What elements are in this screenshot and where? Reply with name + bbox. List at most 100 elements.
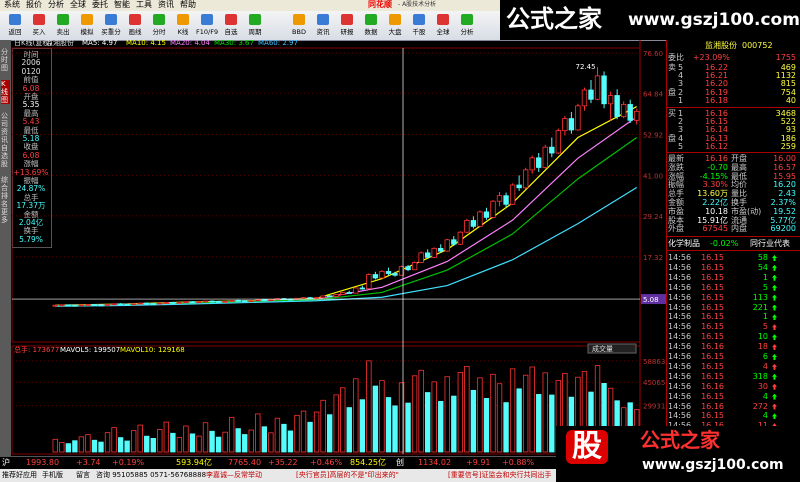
toolbar-button[interactable]: F10/F9 bbox=[196, 28, 219, 36]
toolbar-button[interactable]: 千股 bbox=[412, 28, 426, 36]
toolbar-button[interactable]: 买重分 bbox=[101, 28, 121, 36]
chart-area: 日K线(复权)监湘股份 MA5: 4.97 MA10: 4.15 MA20: 4.04… bbox=[11, 40, 666, 456]
menu-item[interactable]: 资讯 bbox=[158, 0, 174, 9]
toolbar-button[interactable]: 周期 bbox=[248, 28, 262, 36]
side-tab[interactable]: 分时图 bbox=[1, 48, 8, 72]
side-tab[interactable]: 公司资讯 bbox=[1, 112, 8, 144]
volume-bar bbox=[294, 414, 300, 453]
cursor-label: 5.08 bbox=[643, 296, 659, 304]
indicator: MA60: 2.97 bbox=[258, 40, 298, 47]
toolbar-button[interactable]: 全球 bbox=[436, 28, 450, 36]
info-item: 总手 bbox=[23, 192, 39, 202]
quote-price: 16.20 bbox=[705, 79, 728, 89]
tick-time: 14:56 bbox=[668, 253, 692, 262]
tick-volume: 272 bbox=[752, 401, 768, 411]
volume-bar bbox=[346, 407, 352, 453]
toolbar-button[interactable]: 模拟 bbox=[80, 28, 94, 36]
candle-body bbox=[451, 239, 457, 245]
volume-bar bbox=[235, 428, 241, 453]
news-item[interactable]: 咨询 95105885 0571-56768888 bbox=[96, 471, 207, 479]
info-item: 5.18 bbox=[22, 134, 40, 143]
news-item[interactable]: [重要信号]证监会和央行共同出手 bbox=[448, 471, 552, 479]
side-tab[interactable]: 自选股 bbox=[1, 144, 8, 168]
menu-item[interactable]: 工具 bbox=[136, 0, 152, 9]
news-item[interactable]: [央行官员]高层的不是"印出来的" bbox=[296, 471, 399, 479]
info-item: 5.79% bbox=[19, 234, 43, 244]
candle-body bbox=[144, 302, 150, 305]
quote-level: 5 bbox=[678, 141, 684, 151]
menu-item[interactable]: 全球 bbox=[70, 0, 86, 9]
side-tab[interactable]: 综合排名 bbox=[1, 176, 8, 208]
candle-body bbox=[588, 89, 594, 100]
volume-bar bbox=[222, 431, 228, 453]
quote-level: 2 bbox=[678, 117, 684, 127]
news-item[interactable]: 手机版 bbox=[42, 471, 63, 479]
toolbar-button[interactable]: 研报 bbox=[340, 28, 354, 36]
tick-time: 14:56 bbox=[668, 262, 692, 272]
stat-label: 量比 bbox=[731, 189, 747, 199]
news-item[interactable]: 李嘉诚—反常举动 bbox=[206, 471, 262, 479]
volume-bar bbox=[261, 426, 268, 453]
tick-price: 16.16 bbox=[692, 422, 724, 430]
side-tab[interactable]: 更多 bbox=[1, 208, 8, 224]
menu-item[interactable]: 帮助 bbox=[180, 0, 196, 9]
toolbar-button[interactable]: BBD bbox=[292, 28, 306, 36]
side-tab[interactable]: K线图 bbox=[1, 80, 10, 104]
tick-volume: 5 bbox=[762, 322, 768, 332]
candle-body bbox=[411, 262, 418, 271]
stat-value: 16.20 bbox=[773, 180, 796, 190]
industry-link[interactable]: 同行业代表 bbox=[750, 239, 790, 248]
candle-body bbox=[333, 294, 339, 297]
toolbar-button[interactable]: 画线 bbox=[128, 28, 142, 36]
menu-item[interactable]: 委托 bbox=[92, 0, 108, 9]
toolbar-button[interactable]: 自选 bbox=[224, 28, 238, 36]
quote-price: 16.13 bbox=[705, 133, 728, 143]
news-item[interactable]: 推荐好应用 bbox=[2, 471, 37, 479]
menu-item[interactable]: 智能 bbox=[114, 0, 130, 9]
menu-item[interactable]: 报价 bbox=[26, 0, 42, 9]
toolbar-button[interactable]: K线 bbox=[177, 28, 189, 36]
tick-volume: 1 bbox=[762, 312, 768, 322]
toolbar-button[interactable]: 买入 bbox=[32, 28, 46, 36]
volume-bar bbox=[522, 374, 529, 453]
stat-value: 2.22亿 bbox=[702, 198, 728, 207]
volume-bar bbox=[320, 399, 326, 453]
candle-body bbox=[542, 146, 548, 168]
menu-item[interactable]: 分析 bbox=[48, 0, 64, 9]
volume-bar bbox=[431, 381, 437, 453]
stat-label: 最高 bbox=[731, 162, 747, 172]
candle-body bbox=[392, 273, 398, 276]
toolbar-button[interactable]: 分时 bbox=[152, 28, 166, 36]
stat-label: 换手 bbox=[731, 198, 747, 207]
indicator: MA30: 3.67 bbox=[214, 40, 254, 47]
candle-body bbox=[183, 301, 189, 304]
toolbar-button[interactable]: 返回 bbox=[8, 28, 22, 36]
toolbar-button[interactable]: 卖出 bbox=[56, 28, 70, 36]
tick-volume: 4 bbox=[762, 411, 768, 421]
tick-time: 14:56 bbox=[668, 322, 692, 332]
tick-arrow bbox=[772, 413, 777, 420]
menu-item[interactable]: 系统 bbox=[4, 0, 20, 9]
quote-level: 4 bbox=[678, 133, 684, 143]
volume-bar bbox=[457, 372, 464, 453]
volume-bar bbox=[215, 436, 222, 453]
toolbar-button[interactable]: 资讯 bbox=[316, 28, 330, 36]
stat-label: 流通 bbox=[731, 215, 747, 225]
toolbar-button[interactable]: 数据 bbox=[364, 28, 378, 36]
status-item: 沪 bbox=[2, 458, 10, 467]
divider bbox=[666, 236, 800, 237]
indicator: MA5: 4.97 bbox=[82, 40, 117, 47]
toolbar-button[interactable]: 大盘 bbox=[388, 28, 402, 36]
news-item[interactable]: 留言 bbox=[76, 471, 90, 479]
tick-arrow bbox=[772, 354, 777, 360]
candle-body bbox=[398, 266, 405, 276]
tick-volume: 5 bbox=[762, 282, 768, 292]
tick-time: 14:56 bbox=[668, 332, 692, 342]
indicator: MA20: 4.04 bbox=[170, 40, 210, 47]
cursor-tag bbox=[641, 294, 666, 305]
stat-label: 外盘 bbox=[668, 224, 684, 234]
tool-icon bbox=[365, 14, 377, 25]
toolbar-button[interactable]: 分析 bbox=[460, 28, 474, 36]
info-item: 2.04亿 bbox=[18, 218, 44, 227]
info-panel bbox=[12, 48, 52, 248]
